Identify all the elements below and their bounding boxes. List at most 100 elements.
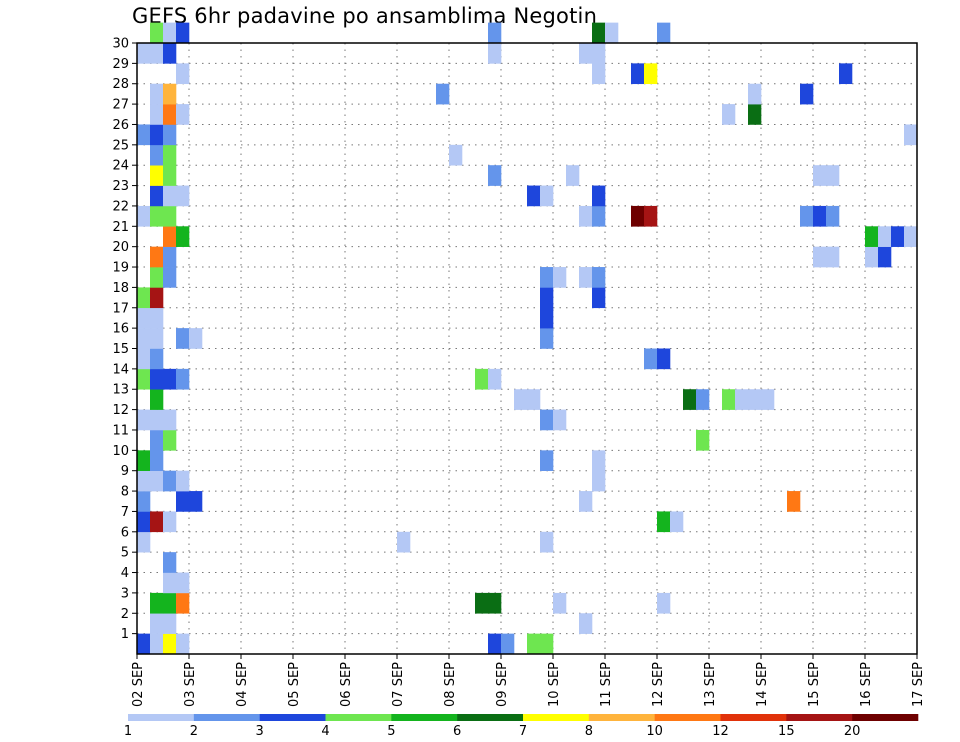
precip-cell [150, 368, 164, 390]
precip-cell [813, 205, 827, 227]
precip-cell [488, 592, 502, 614]
y-tick-label: 3 [121, 586, 129, 601]
precip-cell [566, 165, 580, 186]
precip-cell [163, 144, 177, 166]
y-tick-label: 16 [112, 322, 129, 337]
precip-cell [163, 511, 177, 533]
x-tick-label: 03 SEP [183, 662, 198, 707]
legend-label: 5 [387, 724, 395, 739]
precip-cell [579, 613, 593, 634]
precip-cell [592, 450, 606, 471]
precip-cell [553, 592, 567, 614]
precip-cell [748, 83, 762, 105]
x-tick-label: 08 SEP [443, 662, 458, 707]
precip-cell [163, 409, 177, 431]
precip-cell [137, 205, 151, 227]
precip-cell [397, 531, 411, 553]
precip-cell [475, 368, 489, 390]
precip-cell [748, 389, 762, 410]
precip-cell [878, 246, 892, 268]
precip-cell [176, 491, 190, 512]
precip-cell [631, 63, 645, 85]
legend-label: 3 [256, 724, 264, 739]
legend-label: 10 [646, 724, 663, 739]
precip-cell [826, 205, 840, 227]
precip-cell [163, 246, 177, 268]
x-tick-label: 15 SEP [807, 662, 822, 707]
precip-cell [150, 246, 164, 268]
precip-cell [176, 104, 190, 125]
y-tick-label: 1 [121, 627, 129, 642]
precip-cell [150, 328, 164, 349]
precip-cell [800, 205, 814, 227]
precip-cell [501, 633, 515, 655]
precip-cell [540, 267, 554, 288]
precip-cell [163, 83, 177, 105]
precip-cell [163, 185, 177, 207]
precip-cell [163, 104, 177, 125]
precip-cell [475, 592, 489, 614]
precip-cell [150, 429, 164, 451]
precip-cell [137, 633, 151, 655]
y-tick-label: 6 [121, 525, 129, 540]
x-tick-label: 14 SEP [755, 662, 770, 707]
precip-cell [592, 43, 606, 64]
x-tick-label: 16 SEP [859, 662, 874, 707]
legend-swatch [259, 714, 326, 721]
precip-cell [137, 348, 151, 370]
y-tick-label: 11 [112, 423, 129, 438]
legend-label: 12 [712, 724, 729, 739]
precip-cell [657, 592, 671, 614]
precip-cell [592, 63, 606, 85]
precip-cell [150, 409, 164, 431]
precip-cell [449, 144, 463, 166]
precip-cell [657, 348, 671, 370]
legend-swatch [852, 714, 919, 721]
y-tick-label: 2 [121, 607, 129, 622]
precip-cell [150, 83, 164, 105]
y-tick-label: 15 [112, 342, 129, 357]
precip-cell [137, 287, 151, 309]
precip-cell [696, 429, 710, 451]
precip-cell [163, 470, 177, 492]
precip-cell [137, 43, 151, 64]
precip-cell [904, 124, 918, 146]
y-tick-label: 8 [121, 485, 129, 500]
y-tick-label: 18 [112, 281, 129, 296]
legend-label: 15 [778, 724, 795, 739]
precip-cell [761, 389, 775, 410]
y-tick-label: 12 [112, 403, 129, 418]
y-tick-label: 19 [112, 261, 129, 276]
precip-cell [176, 633, 190, 655]
precip-cell [137, 368, 151, 390]
precip-cell [605, 22, 619, 44]
precip-cell [540, 328, 554, 349]
precip-cell [150, 185, 164, 207]
precip-cell [163, 22, 177, 44]
y-axis-ticks: 1234567891011121314151617181920212223242… [112, 37, 137, 642]
x-tick-label: 13 SEP [703, 662, 718, 707]
precip-cell [592, 267, 606, 288]
precip-cell [592, 205, 606, 227]
precip-cell [839, 63, 853, 85]
y-tick-label: 10 [112, 444, 129, 459]
precip-cell [540, 633, 554, 655]
precip-cell [163, 572, 177, 594]
chart-title: GEFS 6hr padavine po ansamblima Negotin [132, 4, 598, 28]
y-tick-label: 22 [112, 199, 129, 214]
legend-swatch [654, 714, 721, 721]
precip-cell [163, 43, 177, 64]
precip-cell [150, 450, 164, 471]
precip-cell [163, 124, 177, 146]
precip-cell [592, 470, 606, 492]
y-tick-label: 20 [112, 240, 129, 255]
precip-cell [436, 83, 450, 105]
legend-swatch [457, 714, 524, 721]
precip-cell [150, 307, 164, 329]
precip-cell [540, 531, 554, 553]
precip-cell [579, 491, 593, 512]
legend-label: 20 [844, 724, 861, 739]
x-tick-label: 06 SEP [339, 662, 354, 707]
precip-cell [137, 531, 151, 553]
precip-cell [150, 613, 164, 634]
